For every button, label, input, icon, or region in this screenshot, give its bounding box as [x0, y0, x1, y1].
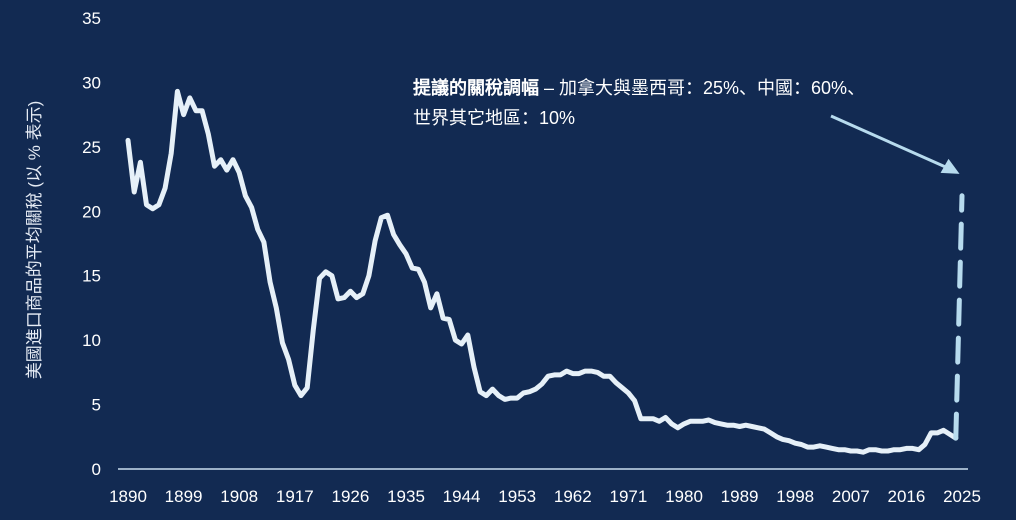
y-axis-label: 美國進口商品的平均關稅 (以 % 表示) — [25, 101, 44, 380]
annotation-bold: 提議的關稅調幅 — [413, 77, 539, 98]
y-tick-label: 35 — [82, 9, 101, 28]
x-tick-label: 2025 — [943, 487, 981, 506]
series-group — [125, 88, 965, 455]
y-tick-label: 15 — [82, 267, 101, 286]
historical-tariff-line — [125, 88, 959, 455]
annotation-line-1: 提議的關稅調幅 – 加拿大與墨西哥：25%、中國：60%、 — [413, 77, 865, 98]
x-tick-label: 1908 — [220, 487, 258, 506]
y-tick-label: 30 — [82, 73, 101, 92]
arrow-shaft — [830, 114, 949, 170]
y-tick-label: 5 — [92, 396, 101, 415]
x-tick-label: 1980 — [665, 487, 703, 506]
x-tick-label: 1926 — [331, 487, 369, 506]
x-tick-labels: 1890 1899 1908 1917 1926 1935 1944 1953 1962 1971… — [109, 487, 981, 506]
projected-tariff-line — [953, 193, 965, 441]
y-tick-label: 0 — [92, 460, 101, 479]
x-tick-label: 1998 — [776, 487, 814, 506]
annotation-arrow — [830, 114, 960, 174]
x-tick-label: 1989 — [721, 487, 759, 506]
x-tick-label: 1944 — [443, 487, 481, 506]
annotation-line-2: 世界其它地區：10% — [413, 108, 575, 128]
x-tick-label: 1890 — [109, 487, 147, 506]
x-tick-label: 1962 — [554, 487, 592, 506]
y-tick-label: 25 — [82, 138, 101, 157]
x-tick-label: 2016 — [887, 487, 925, 506]
x-tick-label: 1971 — [609, 487, 647, 506]
y-tick-labels: 0 5 10 15 20 25 30 35 — [82, 9, 101, 479]
annotation-rest: – 加拿大與墨西哥：25%、中國：60%、 — [539, 77, 865, 98]
x-tick-label: 1917 — [276, 487, 314, 506]
y-tick-label: 10 — [82, 331, 101, 350]
x-tick-label: 1935 — [387, 487, 425, 506]
x-tick-label: 1899 — [165, 487, 203, 506]
arrow-head — [940, 158, 960, 174]
x-tick-label: 2007 — [832, 487, 870, 506]
y-tick-label: 20 — [82, 202, 101, 221]
x-tick-label: 1953 — [498, 487, 536, 506]
